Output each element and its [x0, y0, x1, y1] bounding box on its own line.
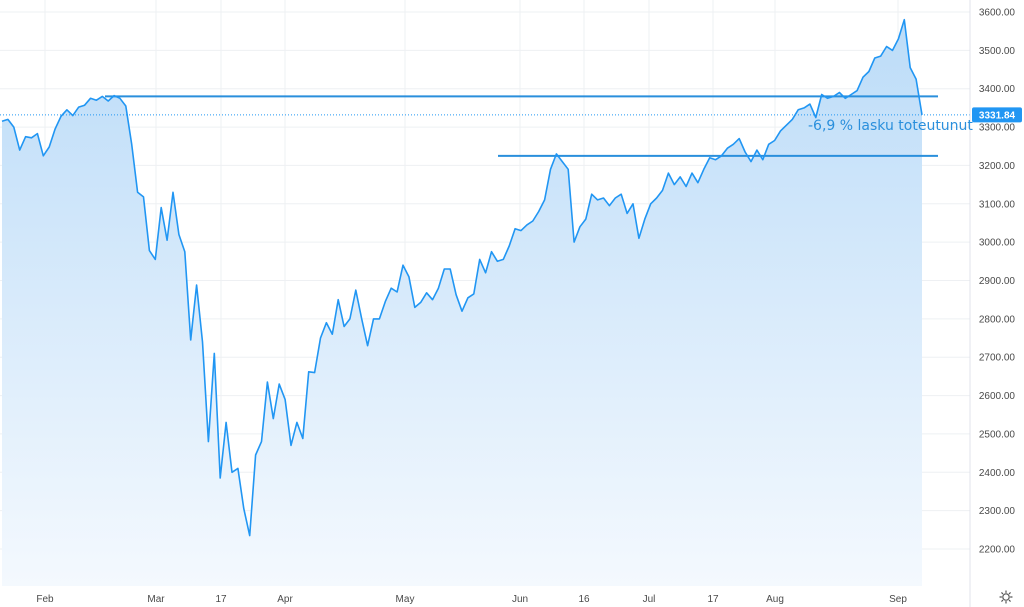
x-tick-label: Sep [889, 594, 907, 605]
series-line [1, 18, 923, 537]
x-tick-label: Feb [36, 594, 54, 605]
y-tick-label: 3500.00 [979, 46, 1016, 57]
settings-gear-icon-ring [1002, 593, 1010, 601]
y-tick-label: 2300.00 [979, 506, 1016, 517]
y-tick-label: 3300.00 [979, 123, 1016, 134]
settings-gear-icon-teeth [999, 590, 1013, 604]
y-tick-label: 2600.00 [979, 391, 1016, 402]
x-tick-label: May [396, 594, 415, 605]
y-tick-label: 3000.00 [979, 238, 1016, 249]
last-price-tag-background [972, 107, 1022, 123]
last-price-tag: 3331.84 [972, 107, 1022, 123]
y-tick-label: 2200.00 [979, 545, 1016, 556]
level-lines [105, 95, 938, 157]
x-tick-label: Jul [643, 594, 656, 605]
x-tick-label: Apr [277, 594, 293, 605]
y-tick-label: 2800.00 [979, 314, 1016, 325]
y-tick-label: 3100.00 [979, 199, 1016, 210]
y-tick-label: 2900.00 [979, 276, 1016, 287]
x-tick-label: 17 [215, 594, 227, 605]
x-axis: Feb Mar 17 Apr May Jun 16 Jul 17 Aug Sep [36, 594, 907, 605]
x-tick-label: 17 [707, 594, 719, 605]
y-axis: 2200.00 2300.00 2400.00 2500.00 2600.00 2700.… [979, 8, 1016, 556]
settings-gear-icon[interactable] [999, 590, 1013, 604]
x-tick-label: 16 [578, 594, 590, 605]
y-tick-label: 3600.00 [979, 8, 1016, 19]
annotation-text: -6,9 % lasku toteutunut [808, 118, 973, 134]
x-tick-label: Mar [147, 594, 165, 605]
last-price-value: 3331.84 [979, 110, 1016, 121]
y-tick-label: 3400.00 [979, 84, 1016, 95]
x-tick-label: Aug [766, 594, 784, 605]
series-area [2, 19, 922, 586]
y-tick-label: 3200.00 [979, 161, 1016, 172]
y-tick-label: 2500.00 [979, 429, 1016, 440]
y-tick-label: 2400.00 [979, 468, 1016, 479]
y-tick-label: 2700.00 [979, 353, 1016, 364]
x-tick-label: Jun [512, 594, 528, 605]
